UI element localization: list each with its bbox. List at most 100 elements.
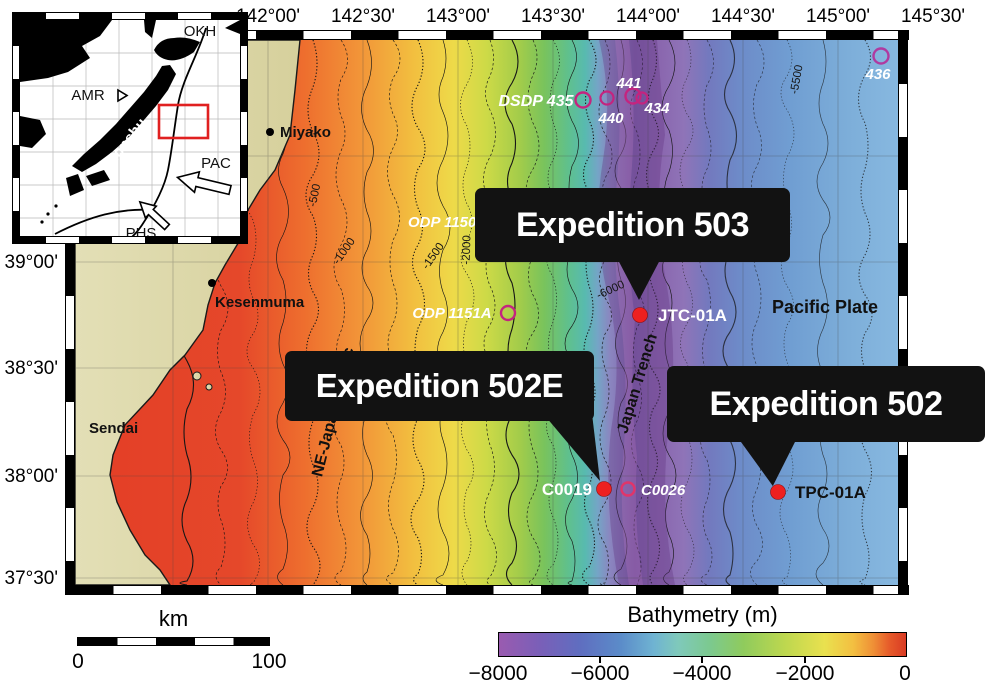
callout-expedition-502: Expedition 502 xyxy=(667,366,985,442)
lat-label: 38°30' xyxy=(4,358,59,379)
lon-label: 144°00' xyxy=(615,6,681,27)
map-frame-bottom xyxy=(65,585,909,595)
site-dot-c0019 xyxy=(596,481,612,497)
coastal-island xyxy=(205,383,213,391)
lat-label: 37°30' xyxy=(4,568,59,589)
site-label-436: 436 xyxy=(864,66,891,83)
contour-line xyxy=(661,39,677,586)
colorbar-tick xyxy=(599,657,601,663)
inset-frame-right xyxy=(240,12,248,244)
inset-island xyxy=(46,212,50,216)
lon-label: 144°30' xyxy=(710,6,776,27)
lon-label: 145°30' xyxy=(900,6,966,27)
coastal-island xyxy=(192,371,202,381)
amr-motion-arrow xyxy=(117,88,129,103)
colorbar-tick xyxy=(804,657,806,663)
lat-label: 39°00' xyxy=(4,252,59,273)
inset-label-okh: OKH xyxy=(184,23,217,40)
site-circle-436 xyxy=(872,47,890,65)
lon-label: 143°00' xyxy=(425,6,491,27)
inset-shikoku xyxy=(86,170,110,186)
site-circle-odp1151a xyxy=(499,304,517,322)
lon-label: 143°30' xyxy=(520,6,586,27)
colorbar-tick-label: −2000 xyxy=(775,662,835,685)
callout-502e-label: Expedition 502E xyxy=(315,367,564,404)
contour-line xyxy=(613,39,629,586)
city-dot-miyako xyxy=(266,128,274,136)
contour-line xyxy=(305,39,321,586)
contour-line xyxy=(581,39,597,586)
callout-503-label: Expedition 503 xyxy=(516,205,749,244)
contour-line xyxy=(504,39,520,586)
callout-expedition-502e: Expedition 502E xyxy=(285,351,594,421)
inset-sakhalin xyxy=(144,20,156,38)
callout-503-pointer xyxy=(617,258,661,300)
contour-label: -5500 xyxy=(789,64,806,95)
inset-kuril xyxy=(225,20,240,34)
site-dot-tpc01a xyxy=(770,484,786,500)
site-label-dsdp435: DSDP 435 xyxy=(499,93,575,110)
colorbar-title: Bathymetry (m) xyxy=(627,602,778,627)
inset-frame-bottom xyxy=(12,236,248,244)
contour-label: -500 xyxy=(307,183,324,208)
expedition-sites: JTC-01A C0019 TPC-01A xyxy=(542,306,866,502)
callout-expedition-503: Expedition 503 xyxy=(475,188,790,262)
contour-line xyxy=(385,39,401,586)
scalebar-unit: km xyxy=(158,606,189,631)
bathymetry-map: -500 -1000 -1500 -2000 -6000 -5500 Pacif… xyxy=(74,39,898,586)
inset-study-area-box xyxy=(157,103,210,140)
contour-line xyxy=(564,39,579,586)
site-label-441: 441 xyxy=(615,75,641,92)
contour-line xyxy=(483,39,498,586)
map-frame-right xyxy=(898,30,908,595)
site-label-jtc01a: JTC-01A xyxy=(658,306,727,325)
legacy-sites: DSDP 435 441 440 434 436 ODP 1150 ODP 11… xyxy=(408,47,891,499)
contour-line xyxy=(779,39,795,586)
phs-motion-arrow xyxy=(138,200,171,231)
colorbar-tick-label: 0 xyxy=(899,662,911,685)
city-label-kesenmuma: Kesenmuma xyxy=(215,294,305,311)
inset-label-pac: PAC xyxy=(201,155,231,172)
contour-line xyxy=(333,39,348,586)
contour-line xyxy=(645,39,661,586)
inset-honshu xyxy=(72,65,176,172)
contour-line xyxy=(630,39,645,586)
city-label-sendai: Sendai xyxy=(89,420,138,437)
scalebar xyxy=(77,637,270,646)
city-label-miyako: Miyako xyxy=(280,124,331,141)
inset-island xyxy=(54,204,58,208)
lon-label: 142°30' xyxy=(330,6,396,27)
site-label-c0019: C0019 xyxy=(542,480,592,499)
inset-label-amr: AMR xyxy=(71,87,105,104)
contour-line xyxy=(815,39,831,586)
lat-label: 38°00' xyxy=(4,466,59,487)
inset-korea xyxy=(20,116,46,148)
inset-plate-arrows xyxy=(117,88,233,231)
site-label-tpc01a: TPC-01A xyxy=(795,483,866,502)
site-circle-441 xyxy=(624,87,642,105)
trench-axis-highlight xyxy=(614,40,643,585)
callout-502-label: Expedition 502 xyxy=(709,384,943,423)
inset-hokkaido xyxy=(154,37,200,61)
bathymetry-map-svg: -500 -1000 -1500 -2000 -6000 -5500 Pacif… xyxy=(74,39,898,586)
colorbar-tick xyxy=(701,657,703,663)
contour-line xyxy=(410,39,426,586)
contour-line xyxy=(435,39,451,586)
inset-map: OKH AMR PAC PHS Honshu xyxy=(12,12,248,244)
site-label-odp1150: ODP 1150 xyxy=(408,214,477,231)
pac-motion-arrow xyxy=(175,170,233,196)
contour-line xyxy=(545,39,560,586)
lon-label: 145°00' xyxy=(805,6,871,27)
inset-frame-top xyxy=(12,12,248,20)
inset-island xyxy=(40,220,44,224)
colorbar-tick-label: −8000 xyxy=(468,662,528,685)
site-dot-jtc01a xyxy=(632,307,648,323)
scalebar-min: 0 xyxy=(72,650,84,673)
city-dot-kesenmuma xyxy=(208,279,216,287)
site-label-c0026: C0026 xyxy=(641,482,686,499)
colorbar xyxy=(498,632,907,657)
site-label-434: 434 xyxy=(643,100,670,117)
contour-line xyxy=(597,39,613,586)
pacific-plate-label: Pacific Plate xyxy=(772,297,878,317)
